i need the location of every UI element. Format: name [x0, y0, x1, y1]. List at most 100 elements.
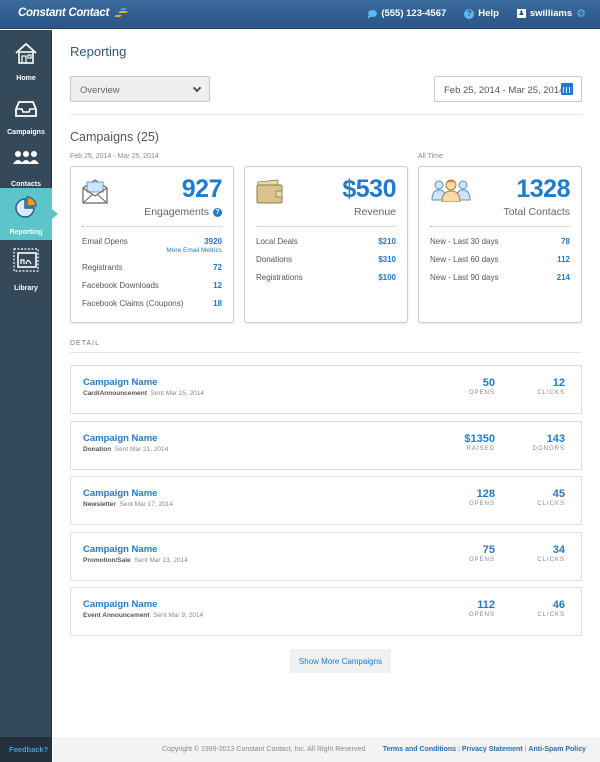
campaign-stat-secondary: 45 CLICKS	[505, 488, 565, 507]
campaign-name-link[interactable]: Campaign Name	[83, 544, 158, 555]
sidebar-item-contacts[interactable]: Contacts	[0, 140, 52, 192]
sidebar-item-label: Home	[16, 75, 36, 82]
date-range-picker[interactable]: Feb 25, 2014 - Mar 25, 2014	[434, 76, 582, 102]
help-link[interactable]: ? Help	[464, 8, 499, 19]
campaign-type: Promotion/Sale	[83, 557, 131, 564]
metric-value: 72	[213, 263, 222, 272]
logo-mark-icon	[113, 8, 128, 18]
gear-icon[interactable]: ⚙	[576, 7, 586, 20]
user-menu[interactable]: ♟ swilliams ⚙	[516, 7, 586, 20]
more-email-metrics-link[interactable]: More Email Metrics	[166, 247, 222, 254]
home-icon	[15, 42, 37, 64]
campaign-row[interactable]: Campaign Name Promotion/Sale Sent Mar 13…	[70, 532, 582, 581]
campaign-stat-primary: $1350 RAISED	[435, 433, 495, 452]
all-time-label: All Time	[418, 153, 443, 160]
wallet-icon	[256, 179, 283, 204]
metric-value: 3920	[204, 237, 222, 246]
campaign-meta: Promotion/Sale Sent Mar 13, 2014	[83, 557, 188, 564]
total-contacts-caption: Total Contacts	[503, 206, 570, 218]
metric-row: Email Opens 3920	[82, 237, 222, 255]
engagements-caption-text: Engagements	[144, 206, 209, 218]
phone-link[interactable]: (555) 123-4567	[368, 8, 446, 19]
campaign-stat-primary: 50 OPENS	[435, 377, 495, 396]
terms-link[interactable]: Terms and Conditions	[382, 746, 457, 753]
sidebar-item-campaigns[interactable]: Campaigns	[0, 88, 52, 140]
footer: Copyright © 1999-2013 Constant Contact, …	[53, 737, 600, 762]
logo-text: Constant Contact	[18, 7, 110, 19]
campaign-meta: Card/Announcement Sent Mar 25, 2014	[83, 390, 204, 397]
stat-value: 50	[482, 377, 495, 389]
stat-value: 34	[552, 544, 565, 556]
sidebar-item-library[interactable]: Library	[0, 244, 52, 296]
calendar-icon[interactable]	[561, 83, 573, 95]
metric-label: Donations	[256, 255, 293, 264]
feedback-link[interactable]: Feedback?	[0, 737, 52, 762]
metric-row: Registrants 72	[82, 263, 222, 281]
metric-value: $100	[378, 273, 396, 282]
inbox-icon	[15, 101, 37, 117]
anti-spam-link[interactable]: Anti-Spam Policy	[528, 746, 586, 753]
campaign-row[interactable]: Campaign Name Donation Sent Mar 21, 2014…	[70, 421, 582, 470]
sidebar-item-label: Reporting	[9, 229, 43, 236]
help-icon[interactable]: ?	[213, 207, 222, 217]
view-select-value: Overview	[80, 85, 120, 96]
campaign-name-link[interactable]: Campaign Name	[83, 433, 158, 444]
campaign-name-link[interactable]: Campaign Name	[83, 599, 158, 610]
campaign-stat-secondary: 46 CLICKS	[505, 599, 565, 618]
pie-chart-icon	[15, 196, 37, 218]
view-select[interactable]: Overview	[70, 76, 210, 102]
metric-row: New - Last 90 days 214	[430, 273, 570, 291]
stat-value: $1350	[464, 433, 495, 445]
contacts-group-icon	[431, 179, 471, 202]
contacts-icon	[13, 151, 39, 164]
campaign-name-link[interactable]: Campaign Name	[83, 377, 158, 388]
stat-value: 112	[477, 599, 495, 611]
separator: |	[458, 746, 460, 753]
total-contacts-value: 1328	[516, 175, 570, 203]
metric-label: Email Opens	[82, 237, 128, 246]
campaign-type: Donation	[83, 446, 112, 453]
campaign-meta: Event Announcement Sent Mar 9, 2014	[83, 612, 203, 619]
sidebar-item-reporting[interactable]: Reporting	[0, 188, 58, 240]
show-more-campaigns-button[interactable]: Show More Campaigns	[290, 649, 391, 673]
sidebar-item-label: Library	[14, 285, 38, 292]
metric-row: New - Last 30 days 78	[430, 237, 570, 255]
metric-label: Local Deals	[256, 237, 298, 246]
metric-value: $210	[378, 237, 396, 246]
page-title: Reporting	[70, 44, 127, 59]
date-range-value: Feb 25, 2014 - Mar 25, 2014	[444, 85, 565, 96]
campaign-row[interactable]: Campaign Name Event Announcement Sent Ma…	[70, 587, 582, 636]
campaign-row[interactable]: Campaign Name Card/Announcement Sent Mar…	[70, 365, 582, 414]
chevron-down-icon	[192, 83, 202, 93]
privacy-link[interactable]: Privacy Statement	[461, 746, 523, 753]
dotted-divider	[82, 226, 222, 227]
stat-label: RAISED	[466, 446, 495, 452]
stat-value: 12	[552, 377, 565, 389]
sidebar-item-label: Campaigns	[7, 129, 45, 136]
campaign-row[interactable]: Campaign Name Newsletter Sent Mar 17, 20…	[70, 476, 582, 525]
campaign-sent-date: Sent Mar 13, 2014	[134, 557, 188, 564]
help-label: Help	[478, 8, 499, 19]
divider	[70, 114, 582, 115]
campaign-stat-secondary: 143 DONORS	[505, 433, 565, 452]
stat-value: 143	[546, 433, 565, 445]
sidebar-item-home[interactable]: Home	[0, 34, 52, 86]
total-contacts-card: 1328 Total Contacts New - Last 30 days 7…	[418, 166, 582, 323]
campaigns-count-title: Campaigns (25)	[70, 130, 159, 144]
engagements-card: 927 Engagements ? Email Opens 3920 More …	[70, 166, 234, 323]
metric-value: $310	[378, 255, 396, 264]
logo[interactable]: Constant Contact	[18, 7, 128, 19]
campaign-stat-secondary: 12 CLICKS	[505, 377, 565, 396]
stat-label: OPENS	[468, 501, 495, 507]
metric-value: 214	[556, 273, 570, 282]
help-icon: ?	[464, 8, 475, 19]
campaign-name-link[interactable]: Campaign Name	[83, 488, 158, 499]
campaign-type: Card/Announcement	[83, 390, 147, 397]
stat-value: 46	[552, 599, 565, 611]
metric-value: 78	[561, 237, 570, 246]
dotted-divider	[430, 226, 570, 227]
dotted-divider	[256, 226, 396, 227]
phone-number: (555) 123-4567	[381, 8, 447, 19]
image-library-icon	[13, 248, 39, 272]
summary-date-label: Feb 25, 2014 - Mar 25, 2014	[70, 153, 159, 160]
